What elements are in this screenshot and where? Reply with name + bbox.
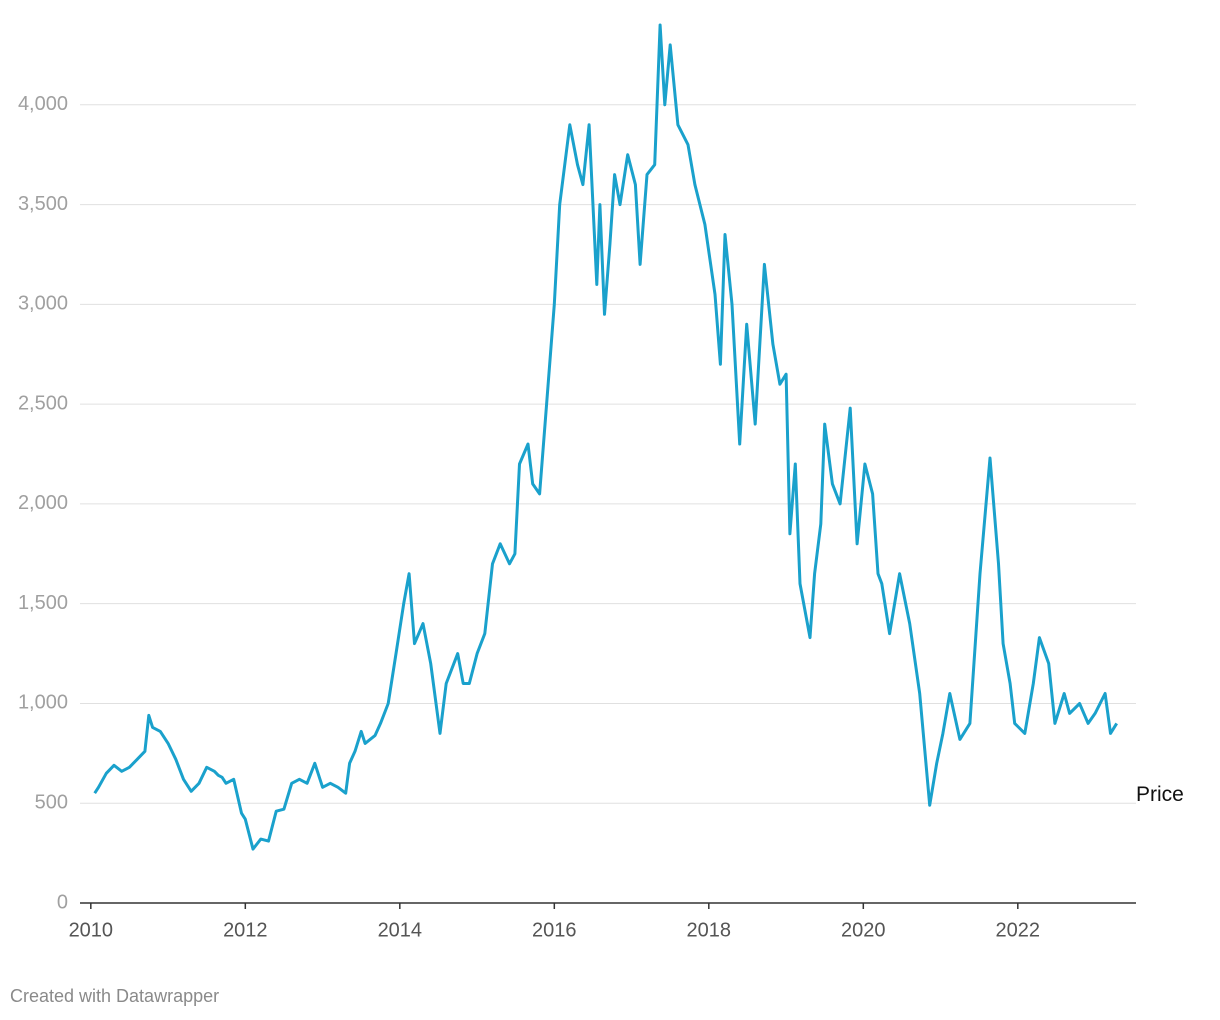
x-tick-label: 2014 — [378, 919, 423, 941]
y-tick-label: 0 — [57, 891, 68, 913]
x-tick-label: 2020 — [841, 919, 886, 941]
x-tick-label: 2010 — [69, 919, 114, 941]
x-tick-label: 2022 — [996, 919, 1041, 941]
price-line — [93, 23, 1118, 851]
y-tick-label: 1,500 — [18, 592, 68, 614]
y-tick-label: 3,000 — [18, 293, 68, 315]
series-label: Price — [1136, 783, 1184, 806]
x-tick-label: 2018 — [687, 919, 732, 941]
x-tick-label: 2012 — [223, 919, 268, 941]
y-tick-label: 2,500 — [18, 392, 68, 414]
x-tick-label: 2016 — [532, 919, 577, 941]
y-tick-label: 2,000 — [18, 492, 68, 514]
footer: Created with Datawrapper — [10, 986, 219, 1006]
y-tick-label: 4,000 — [18, 93, 68, 115]
y-tick-label: 3,500 — [18, 193, 68, 215]
y-tick-label: 1,000 — [18, 692, 68, 714]
y-tick-label: 500 — [35, 792, 68, 814]
